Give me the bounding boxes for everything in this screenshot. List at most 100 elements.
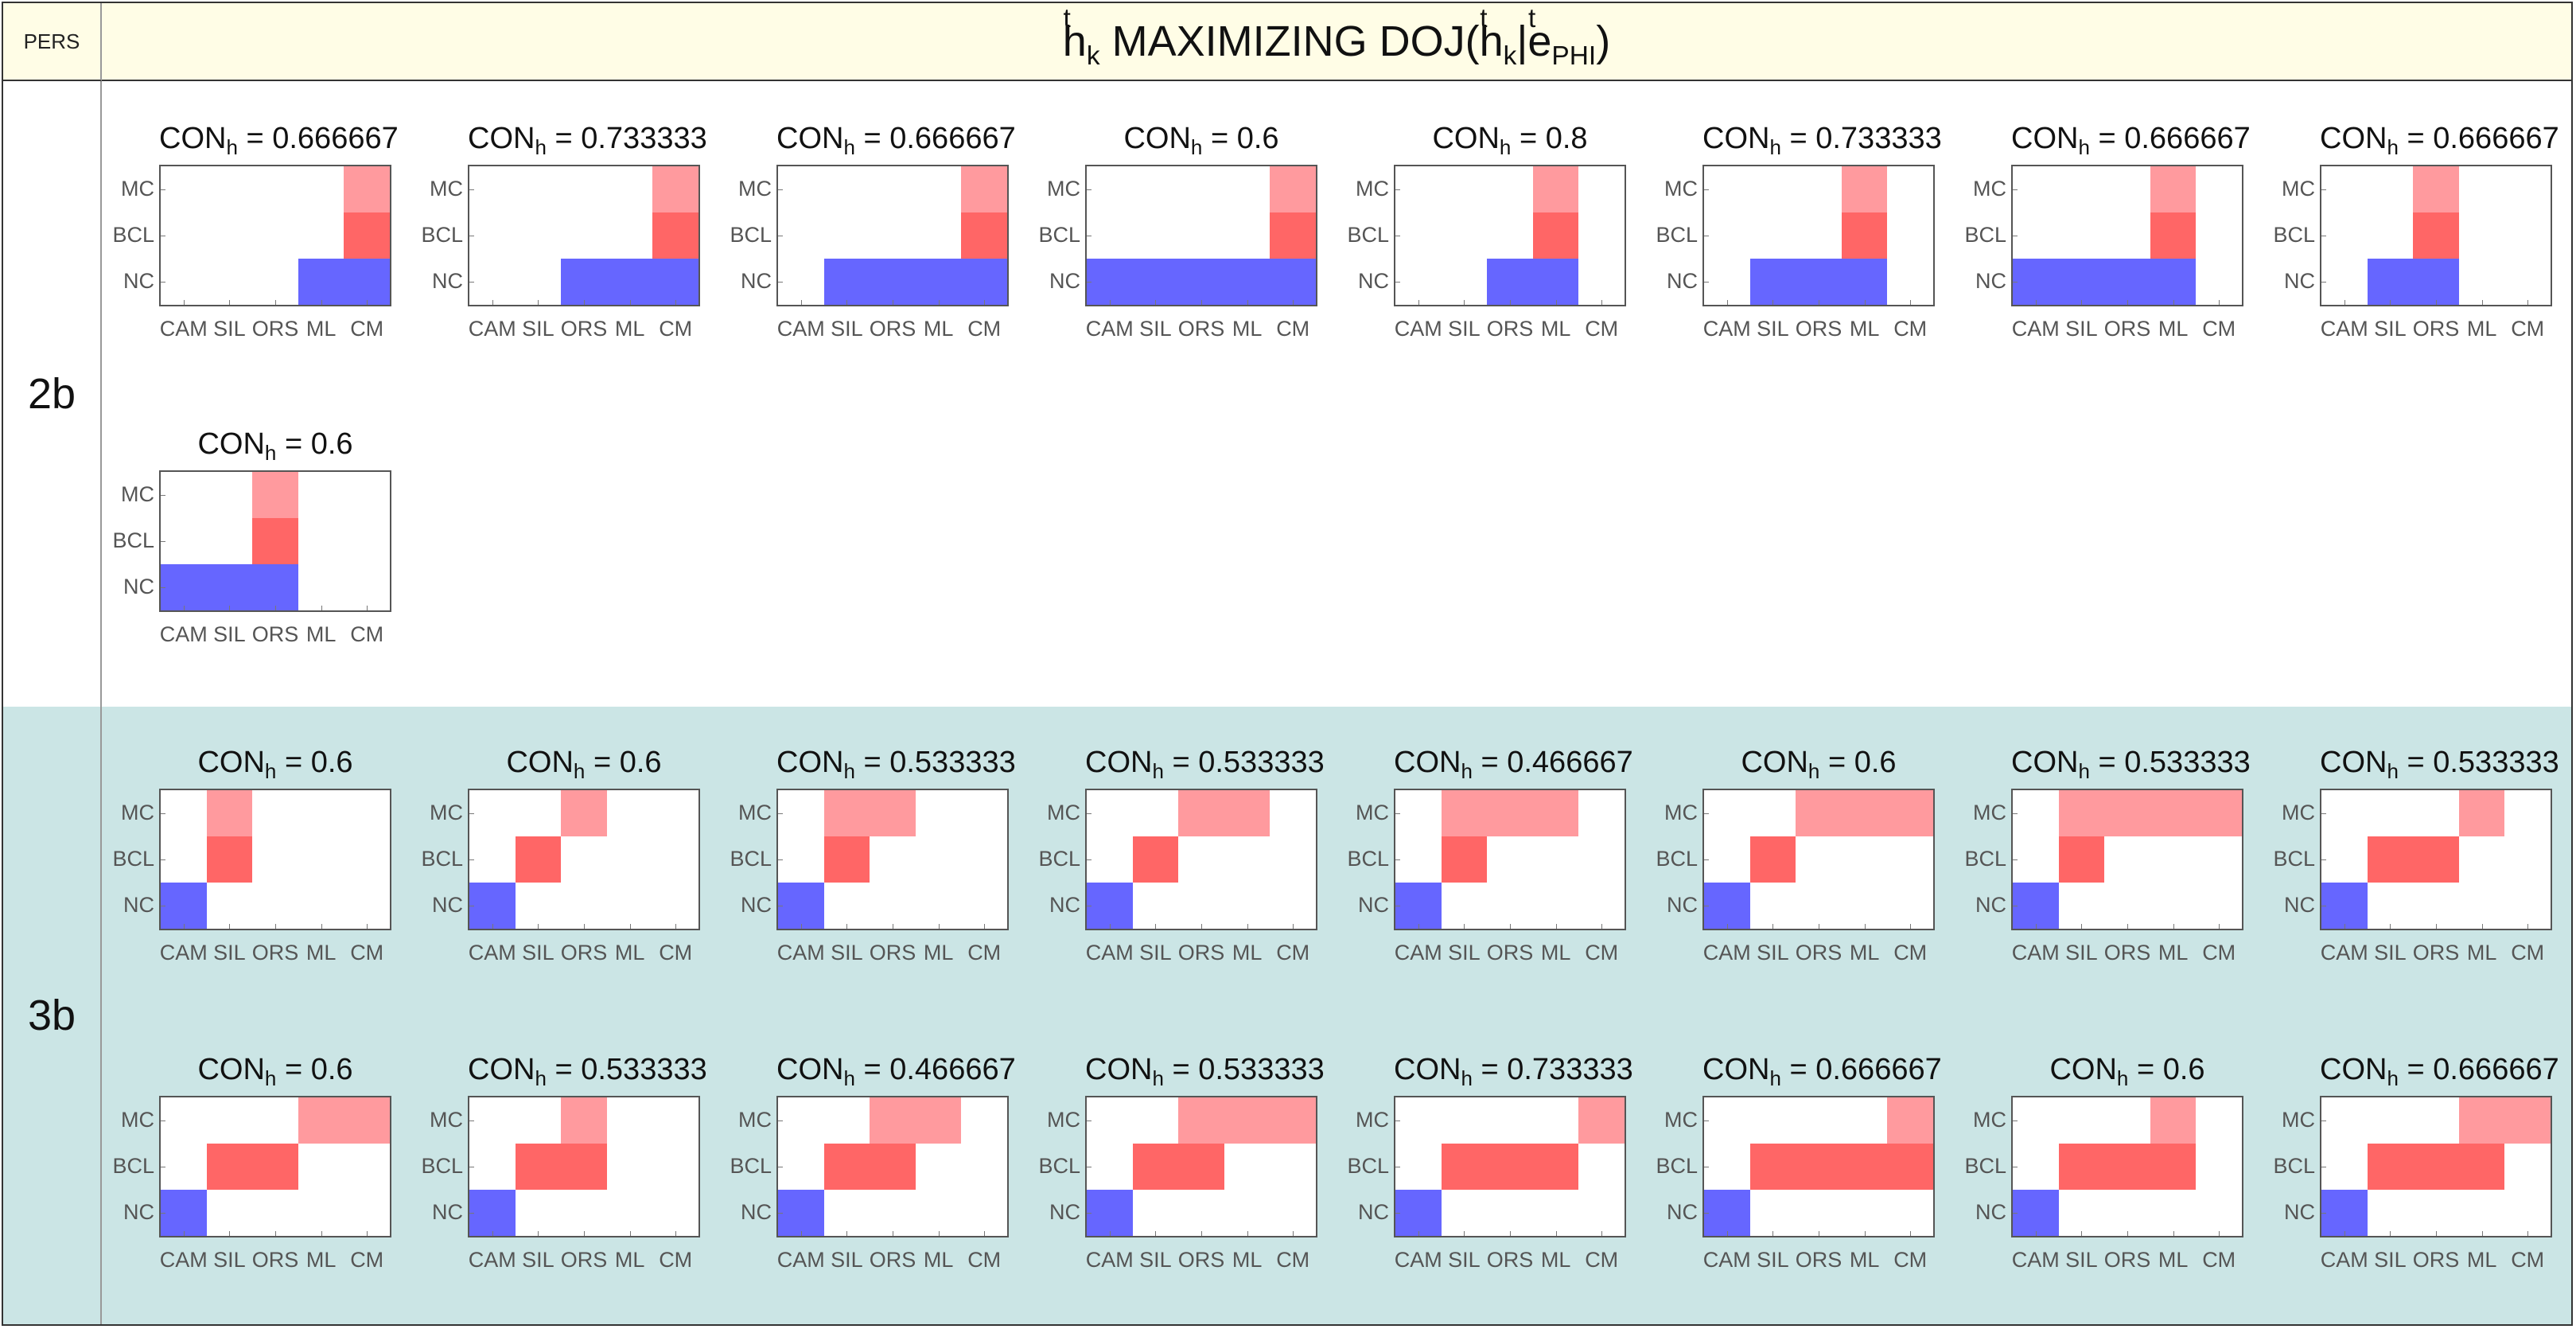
y-tick-mark bbox=[161, 541, 165, 542]
x-tick-mark bbox=[2436, 300, 2437, 305]
y-tick-mark bbox=[778, 189, 783, 190]
x-tick-mark bbox=[367, 606, 368, 610]
x-tick-mark bbox=[321, 1231, 322, 1236]
x-tick-mark bbox=[1864, 300, 1866, 305]
x-tick-mark bbox=[2390, 300, 2391, 305]
x-tick-mark bbox=[367, 1231, 368, 1236]
heatmap-cell-bcl bbox=[2367, 836, 2459, 883]
x-tick-mark bbox=[1510, 300, 1511, 305]
x-tick-mark bbox=[1418, 300, 1419, 305]
y-tick-label: BCL bbox=[1964, 223, 2006, 247]
panel-title: CONh = 0.6 bbox=[506, 746, 662, 783]
x-tick-label: ORS bbox=[251, 622, 299, 646]
x-tick-label: SIL bbox=[831, 941, 863, 965]
x-tick-mark bbox=[938, 1231, 940, 1236]
heatmap-cell-mc bbox=[2058, 790, 2242, 836]
heatmap-cell-mc bbox=[298, 1097, 390, 1144]
x-tick-mark bbox=[321, 300, 322, 305]
x-tick-label: ML bbox=[614, 1248, 645, 1272]
heatmap-panel: CONh = 0.666667 NC BCL MC CAM SIL ORS ML CM bbox=[2272, 121, 2566, 384]
y-tick-label: MC bbox=[2282, 177, 2315, 201]
panel-title: CONh = 0.6 bbox=[1123, 122, 1279, 159]
heatmap-panel: CONh = 0.6 NC BCL MC CAM SIL ORS ML CM bbox=[111, 745, 406, 1007]
x-tick-mark bbox=[675, 300, 677, 305]
x-tick-mark bbox=[846, 924, 848, 929]
x-tick-label: ML bbox=[305, 941, 337, 965]
heatmap-cell-nc bbox=[161, 564, 298, 610]
x-tick-label: ORS bbox=[1795, 317, 1843, 341]
heatmap-cell-nc bbox=[2321, 883, 2368, 929]
y-tick-label: BCL bbox=[1347, 223, 1389, 247]
y-tick-mark bbox=[161, 587, 165, 588]
x-tick-mark bbox=[2344, 924, 2345, 929]
heatmap-cell-nc bbox=[161, 1190, 207, 1236]
heatmap-cell-nc bbox=[2013, 259, 2197, 305]
x-tick-label: CAM bbox=[1085, 941, 1134, 965]
y-tick-label: BCL bbox=[421, 847, 463, 871]
x-tick-label: ORS bbox=[2103, 1248, 2151, 1272]
x-tick-label: ML bbox=[614, 317, 645, 341]
panel-title: CONh = 0.6 bbox=[1741, 746, 1897, 783]
x-tick-label: CAM bbox=[159, 622, 208, 646]
heatmap-panel: CONh = 0.533333 NC BCL MC CAM SIL ORS ML CM bbox=[1963, 745, 2258, 1007]
plot-area bbox=[468, 789, 700, 930]
y-tick-label: BCL bbox=[112, 223, 154, 247]
panel-title: CONh = 0.533333 bbox=[1085, 746, 1325, 783]
x-tick-label: CAM bbox=[1394, 317, 1442, 341]
x-tick-mark bbox=[275, 606, 276, 610]
plot-area bbox=[1085, 165, 1317, 306]
y-tick-label: BCL bbox=[421, 1154, 463, 1178]
pers-header-cell: PERS bbox=[3, 3, 102, 81]
x-tick-mark bbox=[2127, 300, 2128, 305]
y-tick-label: BCL bbox=[730, 847, 772, 871]
x-tick-label: ORS bbox=[251, 1248, 299, 1272]
x-tick-label: ML bbox=[2466, 317, 2497, 341]
x-tick-label: CM bbox=[1276, 1248, 1310, 1272]
x-tick-mark bbox=[229, 924, 231, 929]
y-tick-label: NC bbox=[1049, 269, 1080, 293]
heatmap-cell-bcl bbox=[344, 212, 390, 259]
x-tick-label: CAM bbox=[2011, 941, 2060, 965]
x-tick-label: CAM bbox=[2011, 317, 2060, 341]
x-tick-label: ML bbox=[1540, 317, 1571, 341]
y-tick-label: NC bbox=[123, 893, 154, 917]
heatmap-cell-nc bbox=[561, 259, 698, 305]
x-tick-label: ORS bbox=[2412, 1248, 2460, 1272]
x-tick-mark bbox=[984, 300, 986, 305]
y-tick-label: BCL bbox=[1656, 1154, 1698, 1178]
x-tick-mark bbox=[1510, 924, 1511, 929]
heatmap-cell-nc bbox=[1395, 1190, 1442, 1236]
x-tick-mark bbox=[2390, 1231, 2391, 1236]
y-tick-label: MC bbox=[1664, 1108, 1698, 1132]
y-tick-mark bbox=[161, 495, 165, 496]
y-tick-label: BCL bbox=[730, 223, 772, 247]
y-tick-mark bbox=[2321, 282, 2326, 283]
x-tick-label: SIL bbox=[2065, 941, 2098, 965]
x-tick-label: ML bbox=[1232, 941, 1263, 965]
y-tick-mark bbox=[778, 1213, 783, 1214]
x-tick-label: SIL bbox=[213, 317, 246, 341]
x-tick-mark bbox=[2081, 924, 2083, 929]
heatmap-cell-bcl bbox=[1132, 836, 1179, 883]
x-tick-label: ORS bbox=[560, 1248, 608, 1272]
row-label-2b: 2b bbox=[3, 81, 102, 707]
x-tick-label: ML bbox=[305, 1248, 337, 1272]
heatmap-cell-bcl bbox=[2413, 212, 2459, 259]
x-tick-mark bbox=[2219, 300, 2220, 305]
x-tick-label: CM bbox=[967, 317, 1002, 341]
x-tick-mark bbox=[2436, 924, 2437, 929]
plot-area bbox=[2320, 1096, 2552, 1237]
heatmap-cell-bcl bbox=[823, 1144, 916, 1190]
x-tick-label: CM bbox=[1585, 317, 1619, 341]
x-tick-label: ORS bbox=[251, 317, 299, 341]
heatmap-panel: CONh = 0.6 NC BCL MC CAM SIL ORS ML CM bbox=[111, 1052, 406, 1315]
x-tick-mark bbox=[2127, 924, 2128, 929]
panel-title: CONh = 0.8 bbox=[1432, 122, 1588, 159]
x-tick-mark bbox=[183, 300, 185, 305]
x-tick-label: ORS bbox=[560, 317, 608, 341]
x-tick-mark bbox=[2436, 1231, 2437, 1236]
x-tick-label: SIL bbox=[1757, 317, 1789, 341]
plot-area bbox=[1702, 1096, 1935, 1237]
heatmap-cell-nc bbox=[2013, 1190, 2059, 1236]
x-tick-mark bbox=[1726, 300, 1728, 305]
